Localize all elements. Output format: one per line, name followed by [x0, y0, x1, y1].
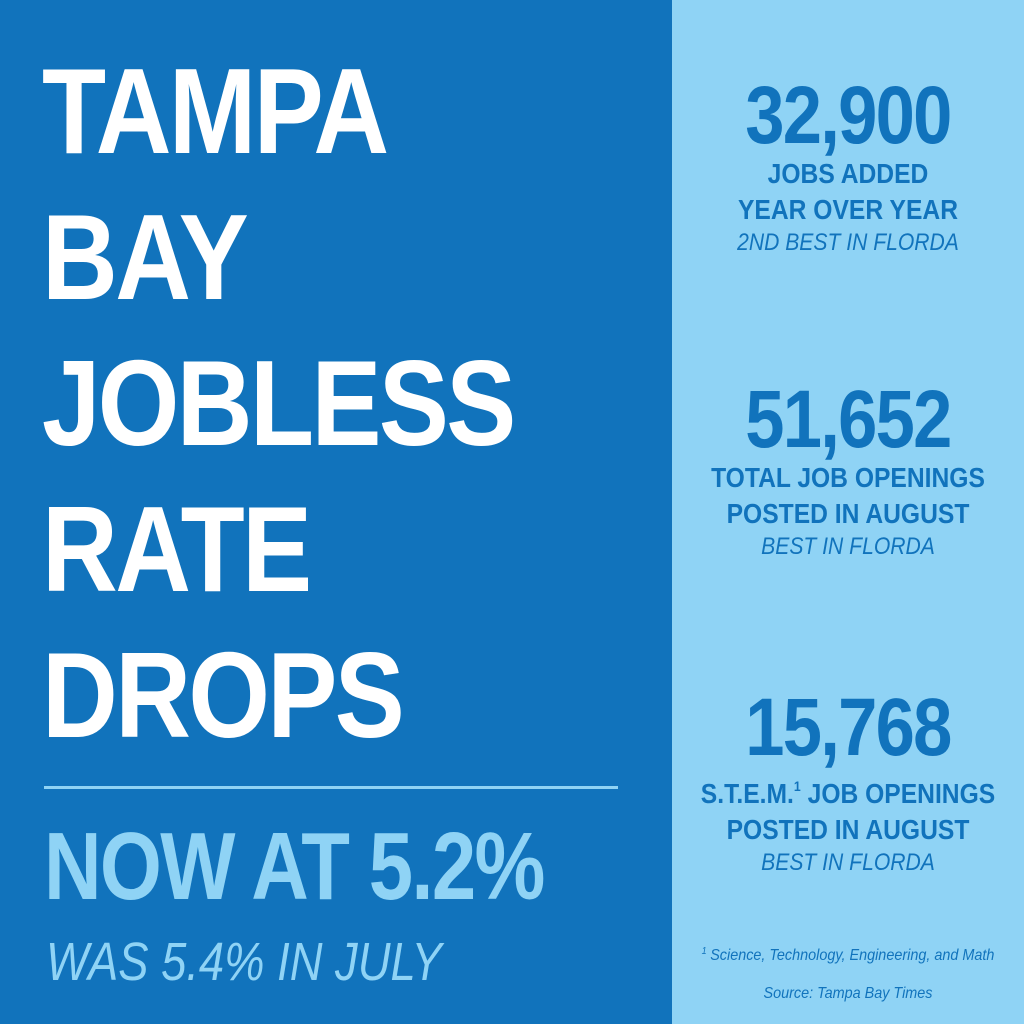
divider: [44, 786, 618, 789]
stat-label: POSTED IN AUGUST: [726, 814, 970, 845]
headline-line: JOBLESS: [42, 335, 516, 471]
headline-line: RATE: [42, 481, 312, 617]
stat-number: 32,900: [745, 70, 952, 161]
headline-line: TAMPA: [42, 43, 389, 179]
stats-panel: [672, 0, 1024, 1024]
stat-label: TOTAL JOB OPENINGS: [711, 462, 985, 493]
stem-abbreviation: S.T.E.M.: [700, 778, 794, 809]
footnote: 1 Science, Technology, Engineering, and M…: [690, 942, 1007, 966]
stat-note: 2ND BEST IN FLORDA: [737, 229, 959, 256]
stat-label: POSTED IN AUGUST: [726, 498, 970, 529]
footnote-marker: 1: [793, 778, 801, 794]
source-credit: Source: Tampa Bay Times: [763, 985, 933, 1002]
current-rate: NOW AT 5.2%: [44, 813, 545, 920]
stat-note: BEST IN FLORDA: [761, 533, 935, 560]
previous-rate: WAS 5.4% IN JULY: [46, 932, 442, 992]
headline-line: DROPS: [42, 627, 405, 763]
footnote-text: Science, Technology, Engineering, and Ma…: [710, 947, 995, 964]
stat-number: 15,768: [745, 682, 952, 773]
headline-panel: TAMPA BAY JOBLESS RATE DROPS NOW AT 5.2%…: [0, 0, 672, 1024]
headline: TAMPA BAY JOBLESS RATE DROPS: [42, 38, 516, 768]
stat-total-openings: 51,652 TOTAL JOB OPENINGS POSTED IN AUGU…: [672, 378, 1024, 562]
stat-label: YEAR OVER YEAR: [738, 194, 958, 225]
headline-line: BAY: [42, 189, 249, 325]
stat-label: S.T.E.M.1 JOB OPENINGS: [693, 768, 1003, 812]
stat-stem-openings: 15,768 S.T.E.M.1 JOB OPENINGS POSTED IN …: [672, 686, 1024, 878]
stat-number: 51,652: [745, 374, 952, 465]
stat-note: BEST IN FLORDA: [761, 849, 935, 876]
stat-jobs-added: 32,900 JOBS ADDED YEAR OVER YEAR 2ND BES…: [672, 74, 1024, 258]
stat-label-suffix: JOB OPENINGS: [800, 778, 996, 809]
stat-label: JOBS ADDED: [767, 158, 929, 189]
footnote-marker: 1: [701, 946, 707, 957]
